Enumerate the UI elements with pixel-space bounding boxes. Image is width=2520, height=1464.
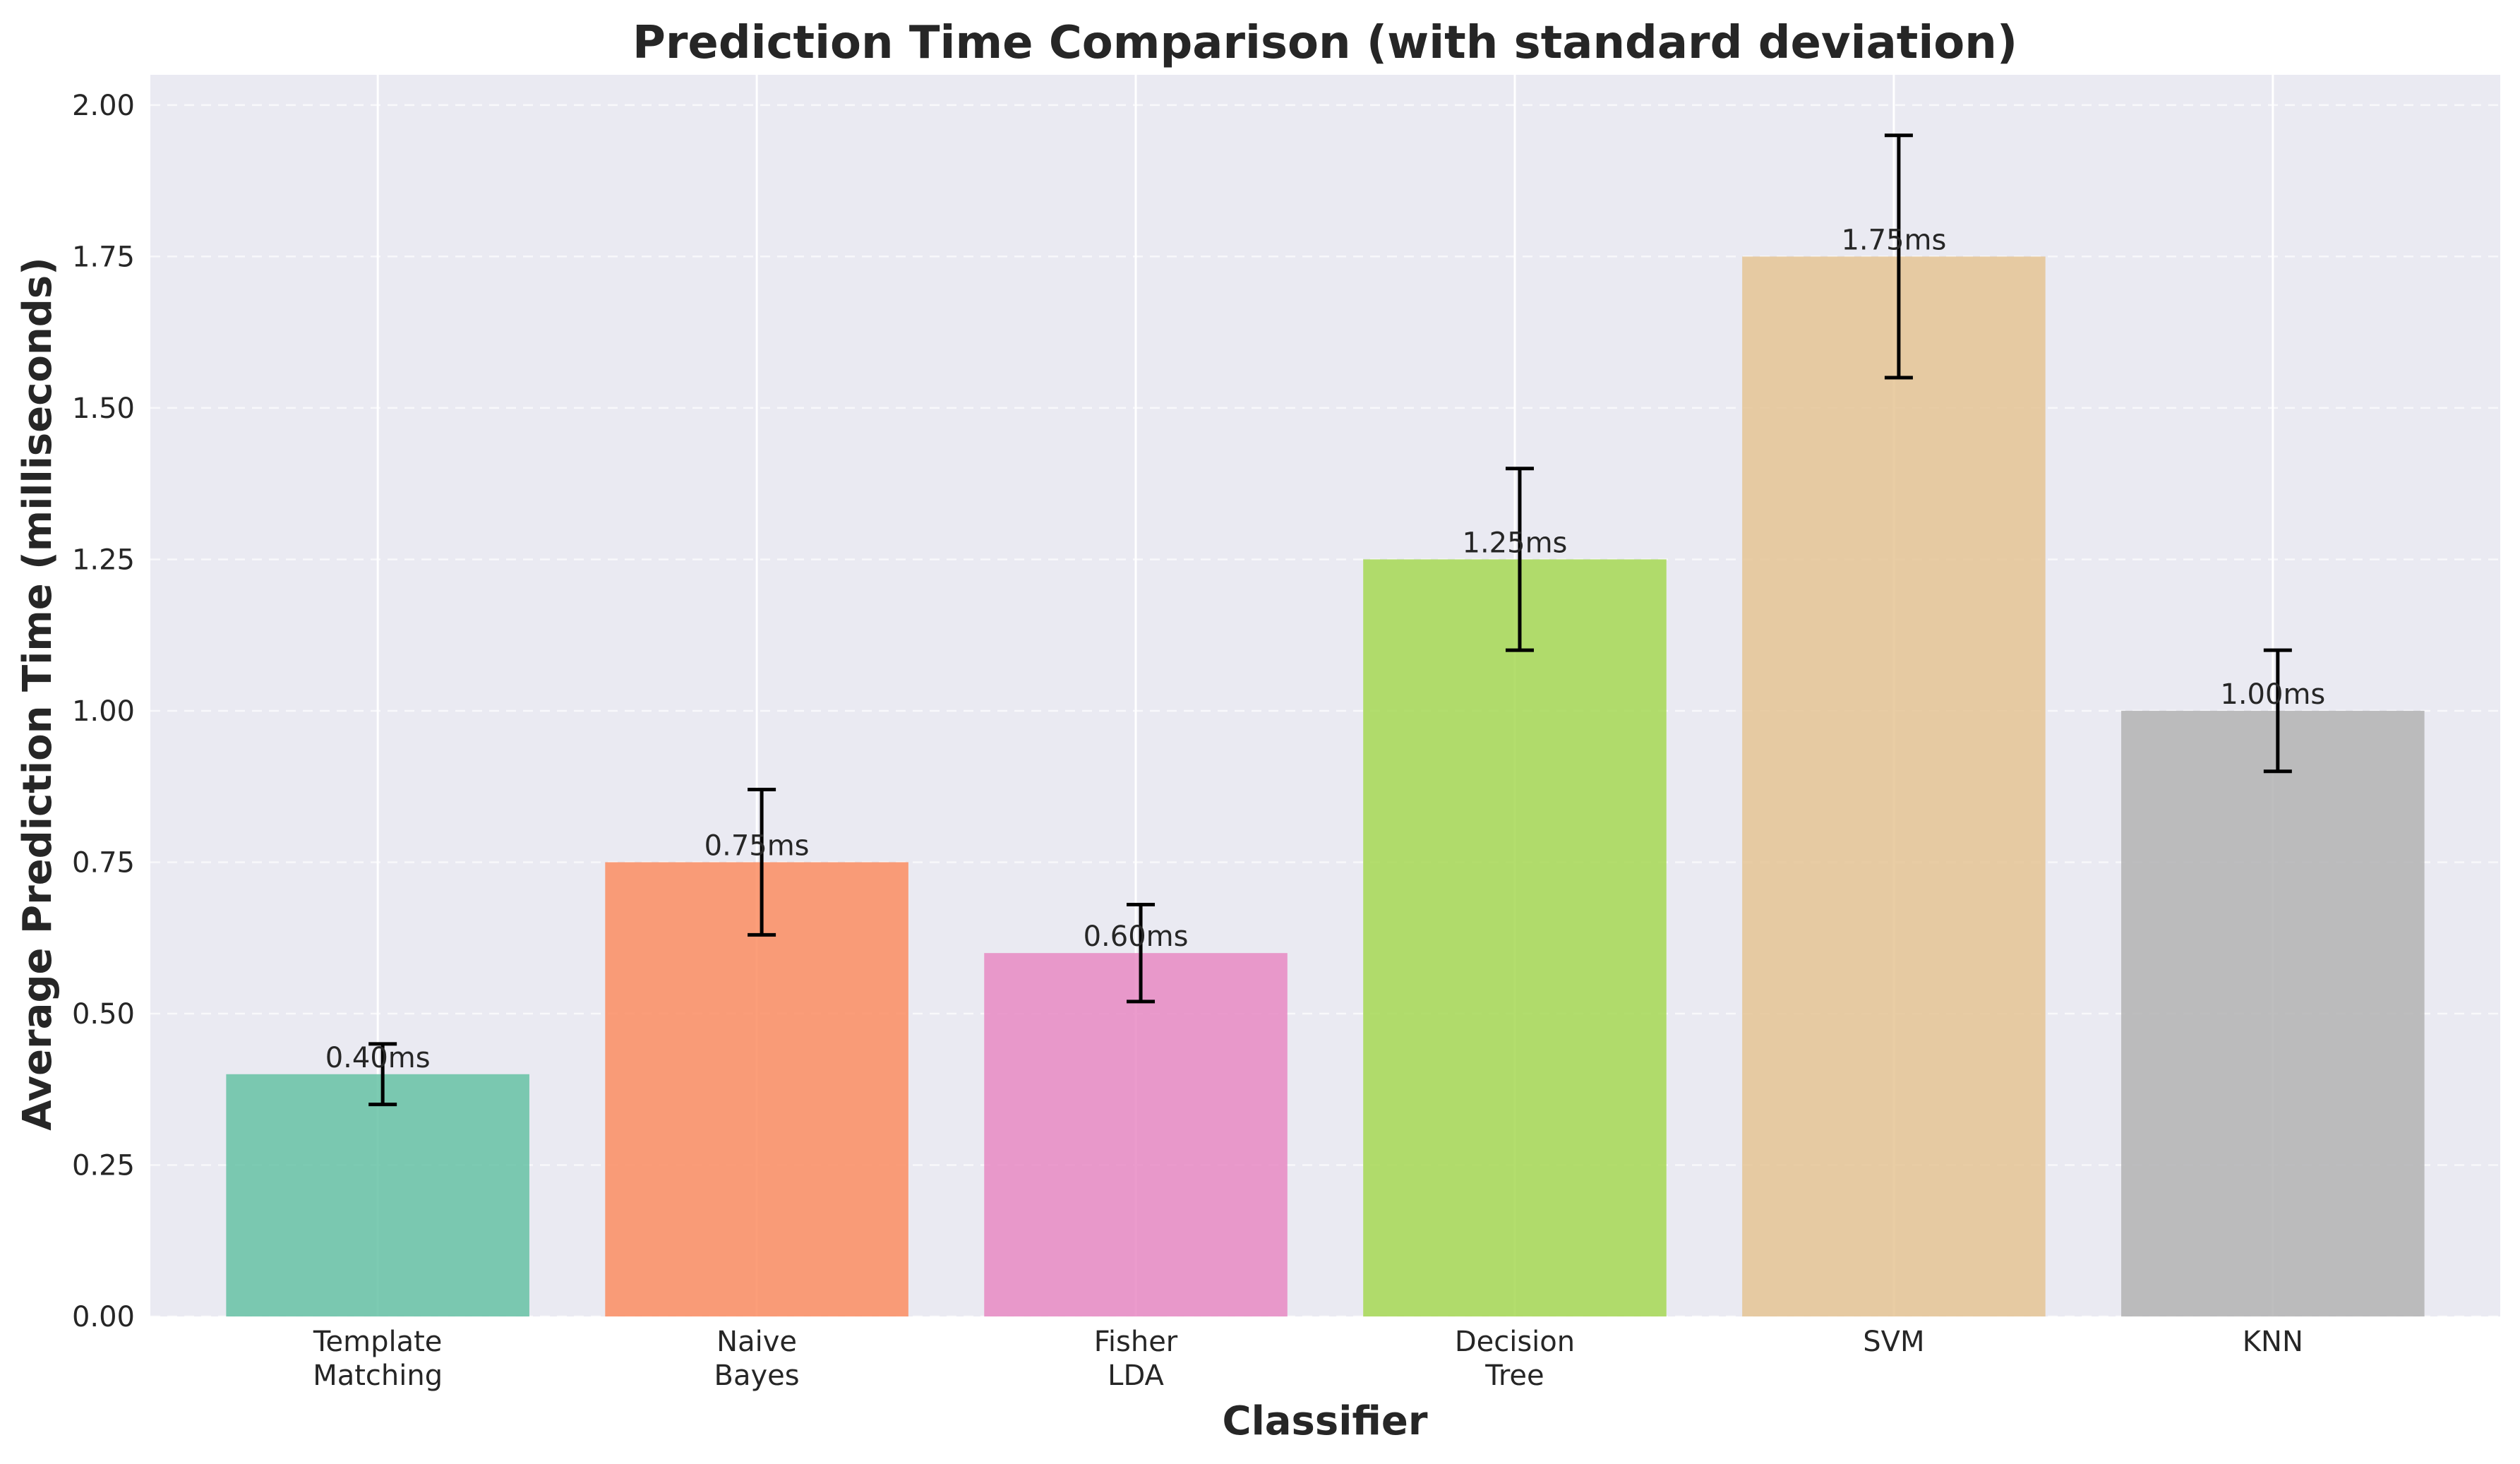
y-tick-label: 1.00 xyxy=(72,695,135,728)
y-tick-label: 0.00 xyxy=(72,1301,135,1333)
bars-group xyxy=(226,256,2425,1317)
y-tick-label: 1.25 xyxy=(72,544,135,576)
bar xyxy=(1363,559,1667,1317)
x-tick-label: SVM xyxy=(1863,1326,1924,1358)
y-tick-label: 0.75 xyxy=(72,846,135,879)
x-tick-label: KNN xyxy=(2243,1326,2303,1358)
x-tick-label: Naive xyxy=(716,1326,797,1358)
y-tick-label: 2.00 xyxy=(72,90,135,122)
x-tick-label: Matching xyxy=(313,1360,443,1392)
y-tick-label: 1.50 xyxy=(72,392,135,425)
bar-value-label: 1.75ms xyxy=(1841,224,1946,256)
bar-value-label: 0.40ms xyxy=(325,1042,431,1074)
bar xyxy=(2121,710,2425,1316)
x-tick-label: Tree xyxy=(1484,1360,1544,1392)
y-axis-ticks: 0.00 0.25 0.50 0.75 1.00 1.25 1.50 1.75 2.00 xyxy=(72,90,135,1333)
bar xyxy=(984,953,1288,1316)
x-tick-label: Decision xyxy=(1455,1326,1575,1358)
x-tick-label: Fisher xyxy=(1094,1326,1178,1358)
chart-title: Prediction Time Comparison (with standar… xyxy=(632,17,2017,69)
error-bars-group xyxy=(368,133,2292,1107)
y-axis-label: Average Prediction Time (milliseconds) xyxy=(15,257,61,1131)
bar-value-label: 0.75ms xyxy=(704,829,810,862)
x-tick-label: LDA xyxy=(1108,1360,1164,1392)
x-tick-label: Template xyxy=(313,1326,443,1358)
x-axis-label: Classifier xyxy=(1222,1398,1427,1444)
data-labels-group: 0.40ms 0.75ms 0.60ms 1.25ms 1.75ms 1.00ms xyxy=(325,224,2326,1074)
bar-value-label: 1.25ms xyxy=(1463,527,1568,559)
x-tick-label: Bayes xyxy=(714,1360,800,1392)
bar xyxy=(1742,256,2046,1316)
bar-value-label: 0.60ms xyxy=(1084,920,1189,953)
bar xyxy=(605,862,908,1316)
y-tick-label: 0.25 xyxy=(72,1149,135,1182)
plot-area xyxy=(150,75,2500,1316)
horizontal-grid xyxy=(150,104,2500,1318)
bar-value-label: 1.00ms xyxy=(2220,678,2325,711)
y-tick-label: 1.75 xyxy=(72,241,135,273)
y-tick-label: 0.50 xyxy=(72,998,135,1031)
bar xyxy=(226,1074,529,1316)
